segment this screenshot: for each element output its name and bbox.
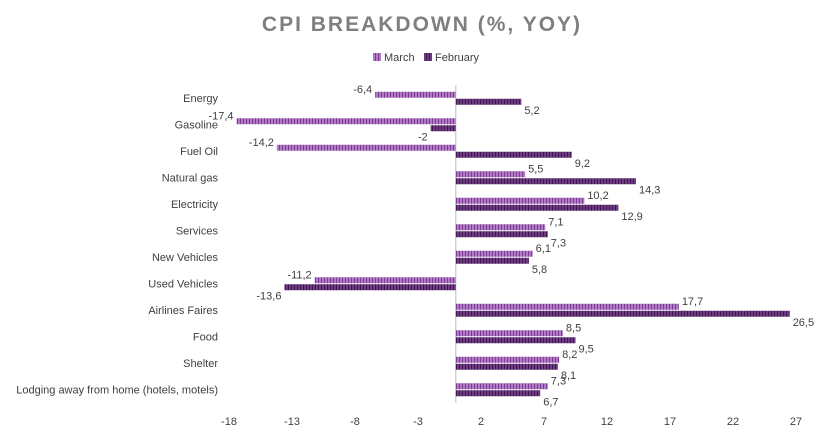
bar-february xyxy=(455,98,522,105)
bar-march xyxy=(455,356,560,363)
category-label: Natural gas xyxy=(162,172,219,184)
data-label: 8,1 xyxy=(561,370,576,382)
bar-march xyxy=(455,250,533,257)
x-tick-label: -3 xyxy=(413,416,423,428)
bar-february xyxy=(455,310,790,317)
bar-february xyxy=(455,151,572,158)
x-tick-label: 22 xyxy=(727,416,739,428)
data-label: 12,9 xyxy=(621,211,642,223)
x-tick-label: -13 xyxy=(284,416,300,428)
bar-february xyxy=(455,231,548,238)
x-tick-label: -8 xyxy=(350,416,360,428)
data-label: 7,1 xyxy=(548,216,563,228)
bar-february xyxy=(455,178,636,185)
chart-title: CPI BREAKDOWN (%, YOY) xyxy=(262,13,582,36)
legend-swatch-february xyxy=(424,53,432,61)
data-label: 9,2 xyxy=(575,158,590,170)
data-label: 9,5 xyxy=(579,343,594,355)
category-label: Fuel Oil xyxy=(180,146,218,158)
bar-february xyxy=(430,125,456,132)
legend-label-march: March xyxy=(384,52,415,64)
data-label: -14,2 xyxy=(249,137,274,149)
x-tick-label: -18 xyxy=(221,416,237,428)
bar-march xyxy=(455,330,563,337)
category-label: Shelter xyxy=(183,358,218,370)
category-label: Gasoline xyxy=(175,119,218,131)
x-tick-label: 2 xyxy=(478,416,484,428)
x-tick-label: 7 xyxy=(541,416,547,428)
bar-march xyxy=(455,171,526,178)
data-label: 8,5 xyxy=(566,322,581,334)
category-label: New Vehicles xyxy=(152,252,219,264)
bar-march xyxy=(236,118,456,125)
data-label: -11,2 xyxy=(287,269,311,281)
bar-march xyxy=(276,144,456,151)
x-tick-label: 12 xyxy=(601,416,613,428)
data-label: 6,1 xyxy=(536,243,551,255)
category-label: Lodging away from home (hotels, motels) xyxy=(16,384,218,396)
bar-march xyxy=(455,224,546,231)
category-label: Services xyxy=(176,225,219,237)
category-label: Food xyxy=(193,331,218,343)
legend-swatch-march xyxy=(373,53,381,61)
data-label: -17,4 xyxy=(208,110,233,122)
bar-march xyxy=(455,303,679,310)
data-label: 7,3 xyxy=(551,375,566,387)
data-label: 7,3 xyxy=(551,237,566,249)
bar-march xyxy=(314,277,456,284)
legend: March February xyxy=(373,52,480,64)
category-label: Energy xyxy=(183,93,218,105)
data-label: 14,3 xyxy=(639,184,660,196)
data-label: 8,2 xyxy=(562,349,577,361)
x-tick-label: 27 xyxy=(790,416,802,428)
category-label: Airlines Faires xyxy=(148,305,218,317)
category-label: Electricity xyxy=(171,199,219,211)
bar-february xyxy=(455,337,576,344)
data-label: 5,8 xyxy=(532,264,547,276)
data-label: -13,6 xyxy=(256,290,281,302)
data-label: 6,7 xyxy=(543,396,558,408)
bar-march xyxy=(455,383,548,390)
data-label: 5,2 xyxy=(524,105,539,117)
bar-march xyxy=(375,91,456,98)
plot-area: Energy Gasoline Fuel Oil Natural gas Electri… xyxy=(16,84,814,428)
bar-february xyxy=(455,390,541,397)
data-label: 10,2 xyxy=(587,190,608,202)
data-label: -6,4 xyxy=(353,84,372,96)
data-label: -2 xyxy=(418,131,428,143)
bar-february xyxy=(284,284,456,291)
data-label: 26,5 xyxy=(793,317,814,329)
bar-february xyxy=(455,363,558,370)
bar-march xyxy=(455,197,585,204)
bar-february xyxy=(455,204,619,211)
legend-label-february: February xyxy=(435,52,480,64)
bar-february xyxy=(455,257,529,264)
category-label: Used Vehicles xyxy=(148,278,218,290)
x-tick-label: 17 xyxy=(664,416,676,428)
data-label: 17,7 xyxy=(682,296,703,308)
data-label: 5,5 xyxy=(528,163,543,175)
